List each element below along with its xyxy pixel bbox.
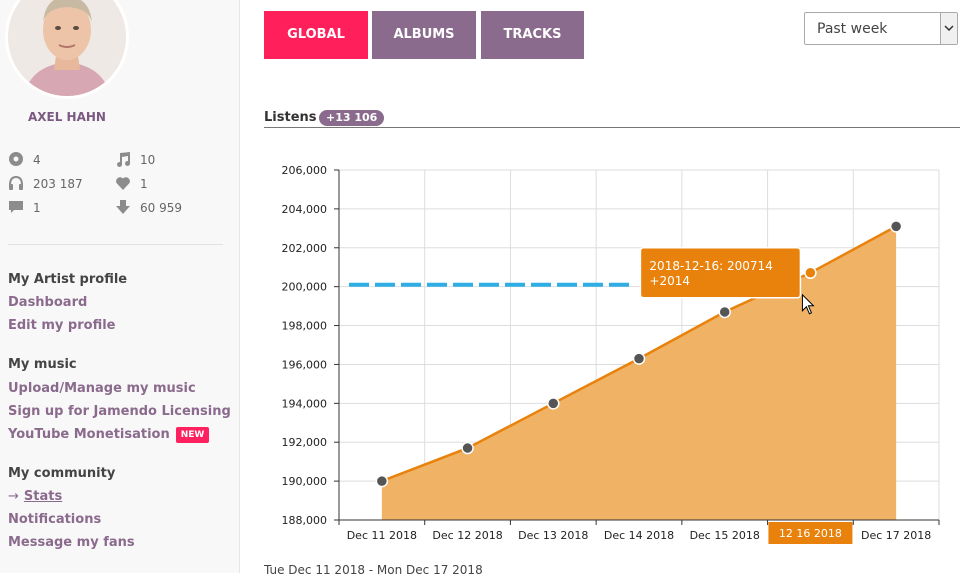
- data-point: [632, 352, 646, 365]
- y-tick-label: 204,000: [282, 203, 328, 216]
- data-point: [547, 397, 560, 410]
- y-tick-label: 194,000: [282, 397, 328, 410]
- sidebar-link-message-fans[interactable]: Message my fans: [8, 535, 135, 550]
- data-point: [461, 441, 474, 455]
- download-icon: [116, 200, 130, 214]
- y-tick-label: 192,000: [282, 436, 328, 449]
- music-note-icon: [117, 152, 131, 167]
- y-tick-label: 190,000: [282, 475, 328, 488]
- tab-albums[interactable]: ALBUMS: [372, 11, 476, 59]
- sidebar-link-licensing[interactable]: Sign up for Jamendo Licensing: [8, 404, 231, 419]
- stat-value: 60 959: [140, 201, 182, 215]
- tab-tracks[interactable]: TRACKS: [481, 11, 584, 59]
- arrow-right-icon: →: [8, 489, 19, 504]
- data-point: [375, 474, 389, 488]
- x-tick-label: Dec 14 2018: [604, 529, 674, 542]
- x-tick-label: Dec 13 2018: [518, 529, 588, 542]
- hover-x-label: 12 16 2018: [768, 522, 853, 544]
- sidebar: AXEL HAHN 4 10 203 187 1 1: [0, 0, 240, 573]
- stat-value: 1: [33, 201, 41, 215]
- hover-x-label-text: 12 16 2018: [779, 527, 842, 540]
- mouse-cursor-icon: [801, 293, 815, 315]
- section-title-community: My community: [8, 466, 116, 481]
- listens-chart: 188,000 190,000 192,000 194,000 196,000 198,0…: [282, 164, 940, 544]
- headphones-icon: [9, 175, 23, 190]
- y-tick-label: 198,000: [282, 320, 328, 333]
- series-area: [381, 226, 897, 520]
- y-tick-label: 196,000: [282, 358, 328, 371]
- heart-icon: [116, 177, 130, 190]
- sidebar-link-label: YouTube Monetisation: [8, 427, 170, 442]
- x-tick-label: Dec 17 2018: [861, 529, 931, 542]
- data-point: [804, 266, 817, 280]
- stat-value: 10: [140, 153, 156, 167]
- y-axis: 188,000 190,000 192,000 194,000 196,000 198,0…: [282, 164, 339, 527]
- tooltip-line-1: 2018-12-16: 200714: [649, 259, 772, 273]
- y-tick-label: 200,000: [282, 281, 328, 294]
- y-tick-label: 206,000: [282, 164, 328, 177]
- avatar[interactable]: [8, 0, 126, 96]
- y-tick-label: 202,000: [282, 242, 328, 255]
- chart-tooltip: 2018-12-16: 200714 +2014: [639, 247, 802, 299]
- stat-value: 1: [140, 177, 148, 191]
- section-title-profile: My Artist profile: [8, 272, 128, 287]
- period-select[interactable]: Past week: [804, 12, 958, 45]
- sidebar-link-edit-profile[interactable]: Edit my profile: [8, 318, 116, 333]
- chart-axes: [338, 170, 939, 521]
- sidebar-link-youtube-monetisation[interactable]: YouTube Monetisation NEW: [8, 427, 210, 443]
- dropdown-arrow[interactable]: [940, 13, 957, 44]
- new-badge: NEW: [175, 427, 210, 443]
- period-select-value: Past week: [817, 21, 888, 37]
- sidebar-link-stats[interactable]: → Stats: [8, 489, 62, 504]
- stat-value: 4: [33, 153, 41, 167]
- data-points: [375, 220, 903, 488]
- x-tick-label: Dec 15 2018: [690, 529, 760, 542]
- y-tick-label: 188,000: [282, 514, 328, 527]
- x-tick-label: Dec 11 2018: [347, 529, 417, 542]
- sidebar-link-upload-manage[interactable]: Upload/Manage my music: [8, 381, 196, 396]
- sidebar-divider: [8, 244, 223, 245]
- disc-icon: [9, 152, 23, 166]
- x-tick-label: Dec 12 2018: [432, 529, 502, 542]
- tab-global[interactable]: GLOBAL: [264, 11, 368, 59]
- artist-name[interactable]: AXEL HAHN: [28, 110, 106, 124]
- sidebar-link-dashboard[interactable]: Dashboard: [8, 295, 88, 310]
- listens-label: Listens: [264, 110, 317, 125]
- date-range: Tue Dec 11 2018 - Mon Dec 17 2018: [264, 563, 483, 577]
- stat-value: 203 187: [33, 177, 83, 191]
- sidebar-link-notifications[interactable]: Notifications: [8, 512, 102, 527]
- section-divider: [264, 127, 960, 128]
- data-point: [889, 220, 903, 233]
- tooltip-line-2: +2014: [649, 274, 690, 288]
- chevron-down-icon: [944, 25, 954, 31]
- listens-delta-badge: +13 106: [319, 110, 385, 126]
- sidebar-link-label: Stats: [23, 489, 63, 504]
- comment-icon: [9, 201, 23, 213]
- data-point: [718, 305, 731, 319]
- artist-photo: [8, 0, 126, 96]
- section-title-music: My music: [8, 357, 77, 372]
